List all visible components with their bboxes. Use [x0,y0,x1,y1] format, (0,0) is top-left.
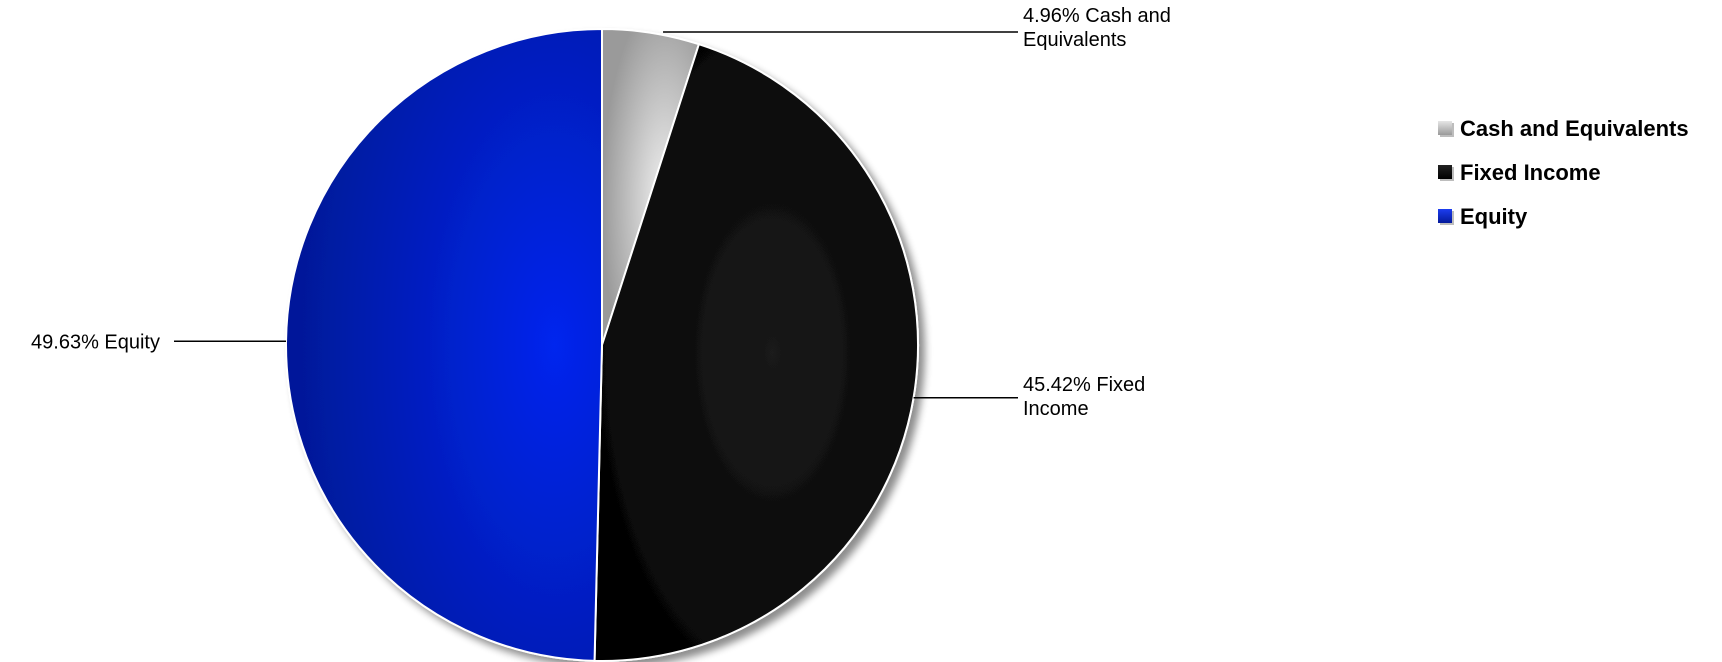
pie-area [285,27,919,662]
leader-lines [174,31,1018,399]
legend-swatch-fixed-income [1438,165,1452,179]
data-label-equity: 49.63% Equity [31,331,160,353]
legend-label-equity: Equity [1460,204,1528,229]
legend-swatch-equity [1438,209,1452,223]
data-label-cash-and-equivalents: 4.96% Cash and Equivalents [1023,5,1171,51]
legend: Cash and Equivalents Fixed Income Equity [1438,116,1689,229]
legend-label-cash-and-equivalents: Cash and Equivalents [1460,116,1689,141]
data-label-fixed-income: 45.42% Fixed Income [1023,374,1145,420]
pie-slice-fixed-income [593,42,919,662]
data-labels: 4.96% Cash and Equivalents 45.42% Fixed Inc… [31,5,1171,420]
legend-label-fixed-income: Fixed Income [1460,160,1601,185]
pie-slice-equity [285,27,603,662]
legend-swatch-cash-and-equivalents [1438,121,1452,135]
